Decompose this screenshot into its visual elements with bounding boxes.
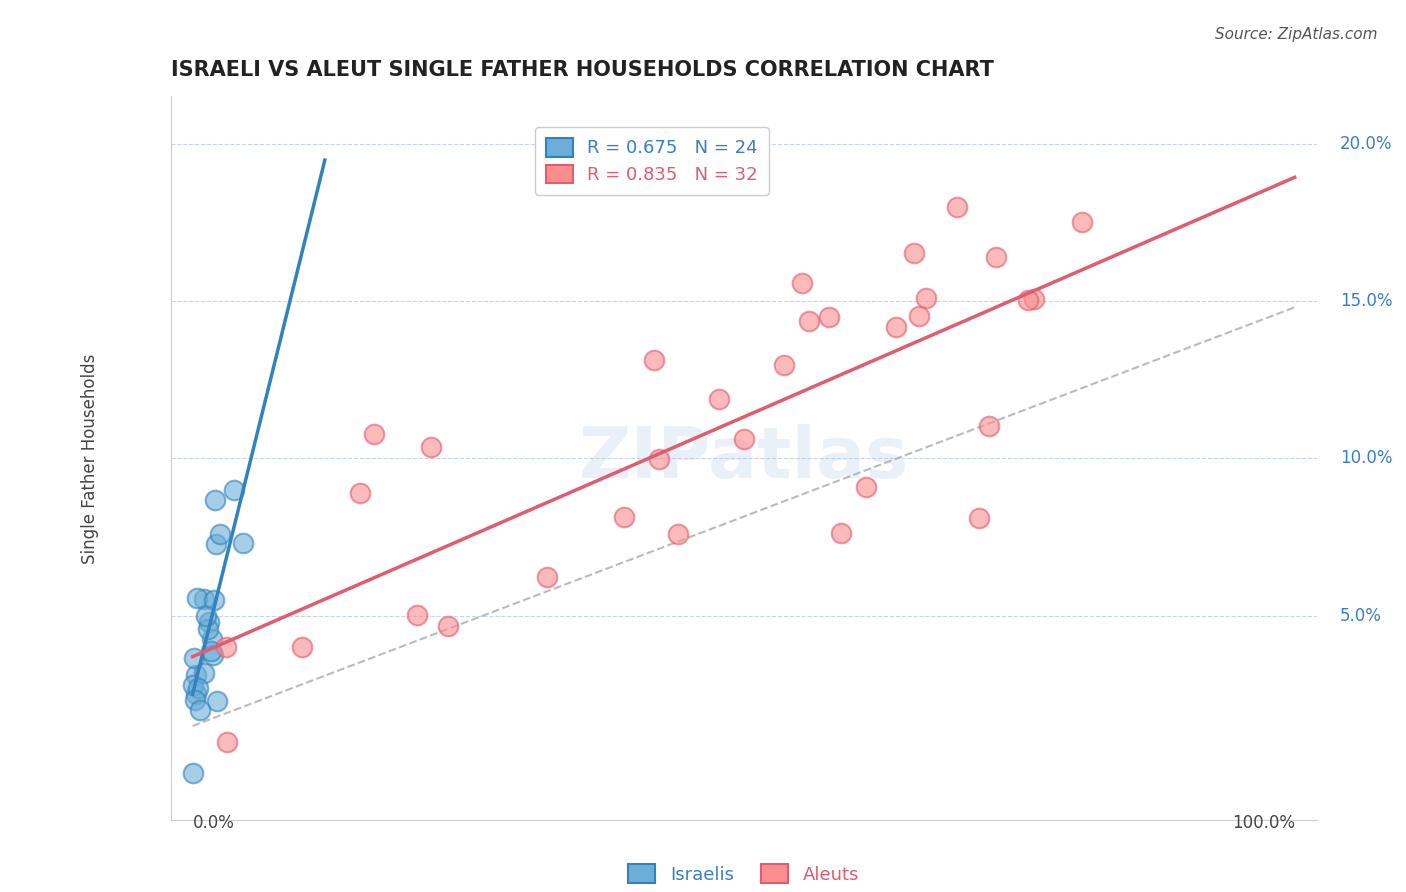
Point <box>903 245 925 260</box>
Text: ZIPatlas: ZIPatlas <box>579 424 908 493</box>
Point <box>202 593 225 607</box>
Point <box>818 310 841 325</box>
Point <box>198 615 221 629</box>
Point <box>420 440 443 454</box>
Point <box>186 591 208 606</box>
Point <box>1017 293 1039 307</box>
Point <box>197 622 219 636</box>
Point <box>232 536 254 550</box>
Point <box>222 483 245 497</box>
Text: Source: ZipAtlas.com: Source: ZipAtlas.com <box>1215 27 1378 42</box>
Point <box>1071 215 1094 229</box>
Point <box>908 310 931 324</box>
Point <box>204 493 226 508</box>
Point <box>193 666 215 681</box>
Point <box>194 609 217 624</box>
Point <box>215 640 238 654</box>
Point <box>967 510 990 524</box>
Point <box>200 644 222 658</box>
Point <box>830 525 852 540</box>
Point <box>205 694 228 708</box>
Point <box>188 703 211 717</box>
Point <box>186 667 208 681</box>
Point <box>183 650 205 665</box>
Text: 10.0%: 10.0% <box>1340 450 1392 467</box>
Text: 100.0%: 100.0% <box>1232 814 1295 832</box>
Point <box>205 537 228 551</box>
Text: 20.0%: 20.0% <box>1340 135 1392 153</box>
Point <box>349 486 371 500</box>
Text: 0.0%: 0.0% <box>193 814 235 832</box>
Point <box>733 432 755 446</box>
Text: Single Father Households: Single Father Households <box>82 353 100 564</box>
Point <box>536 570 558 584</box>
Legend: R = 0.675   N = 24, R = 0.835   N = 32: R = 0.675 N = 24, R = 0.835 N = 32 <box>536 128 769 194</box>
Point <box>291 640 314 655</box>
Point <box>643 352 665 367</box>
Point <box>648 452 671 467</box>
Point <box>946 200 969 214</box>
Point <box>915 291 938 305</box>
Point <box>792 276 814 290</box>
Point <box>181 678 204 692</box>
Text: 5.0%: 5.0% <box>1340 607 1382 624</box>
Text: 15.0%: 15.0% <box>1340 292 1392 310</box>
Point <box>979 419 1001 434</box>
Point <box>363 426 385 441</box>
Point <box>405 608 427 623</box>
Point <box>613 510 636 524</box>
Point <box>215 734 238 748</box>
Point <box>984 250 1007 264</box>
Point <box>209 527 232 541</box>
Point <box>184 692 207 706</box>
Point <box>436 619 458 633</box>
Point <box>184 687 207 701</box>
Point <box>201 632 224 646</box>
Point <box>181 766 204 780</box>
Point <box>187 681 209 695</box>
Point <box>193 592 215 607</box>
Point <box>666 527 689 541</box>
Point <box>707 392 730 407</box>
Point <box>202 648 225 662</box>
Point <box>797 314 820 328</box>
Point <box>1022 292 1045 306</box>
Point <box>855 480 877 494</box>
Text: ISRAELI VS ALEUT SINGLE FATHER HOUSEHOLDS CORRELATION CHART: ISRAELI VS ALEUT SINGLE FATHER HOUSEHOLD… <box>170 60 994 79</box>
Point <box>773 359 796 373</box>
Point <box>886 320 908 334</box>
